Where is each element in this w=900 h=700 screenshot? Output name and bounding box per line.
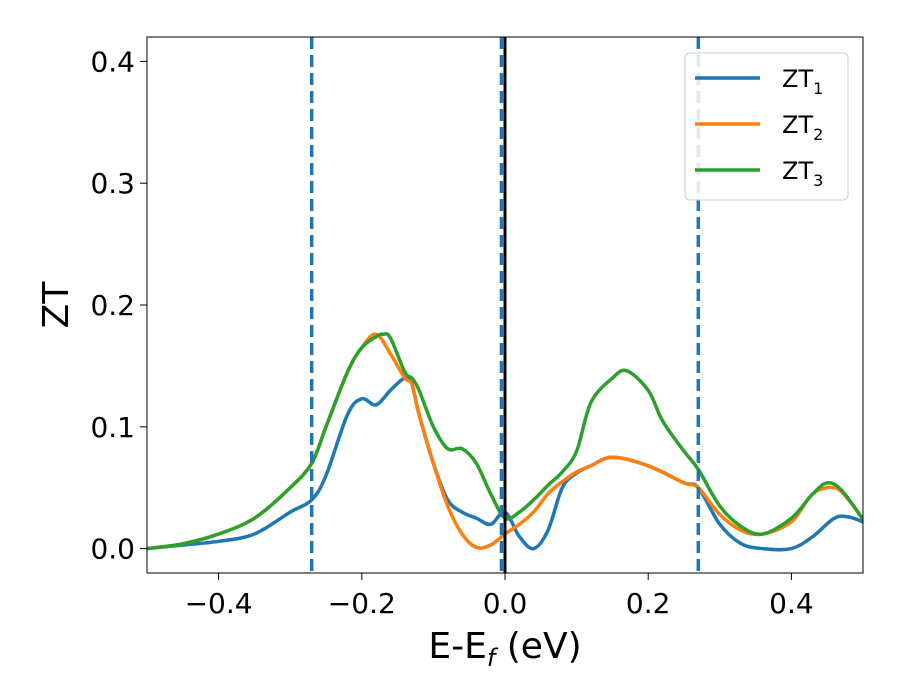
x-axis-label-main: E-E xyxy=(428,626,486,667)
legend-label-subscript: 2 xyxy=(813,125,823,144)
x-tick-label: 0.0 xyxy=(483,587,528,620)
legend-label-subscript: 3 xyxy=(813,171,823,190)
legend-box xyxy=(684,52,849,201)
vertical-markers xyxy=(309,37,701,573)
x-tick-label: 0.4 xyxy=(769,587,814,620)
y-tick-label: 0.2 xyxy=(90,289,135,322)
legend-label-zt1: ZT1 xyxy=(782,65,823,98)
x-axis-label: E-Ef (eV) xyxy=(428,626,581,672)
series-line-zt1 xyxy=(147,376,863,552)
y-tick-label: 0.3 xyxy=(90,167,135,200)
y-tick-label: 0.0 xyxy=(90,533,135,566)
legend-label-subscript: 1 xyxy=(813,79,823,98)
y-tick-label: 0.1 xyxy=(90,411,135,444)
y-tick-label: 0.4 xyxy=(90,45,135,78)
legend-label-main: ZT xyxy=(782,157,813,185)
legend-label-zt3: ZT3 xyxy=(782,157,823,190)
x-tick-label: 0.2 xyxy=(626,587,671,620)
legend-label-zt2: ZT2 xyxy=(782,111,823,144)
legend-label-main: ZT xyxy=(782,111,813,139)
y-axis-ticks: 0.0 0.1 0.2 0.3 0.4 xyxy=(90,45,147,566)
x-axis-label-unit: (eV) xyxy=(495,626,581,667)
x-tick-label: −0.4 xyxy=(185,587,253,620)
legend-label-main: ZT xyxy=(782,65,813,93)
x-tick-label: −0.2 xyxy=(328,587,396,620)
y-axis-label: ZT xyxy=(36,281,77,329)
x-axis-ticks: −0.4 −0.2 0.0 0.2 0.4 xyxy=(185,573,814,620)
